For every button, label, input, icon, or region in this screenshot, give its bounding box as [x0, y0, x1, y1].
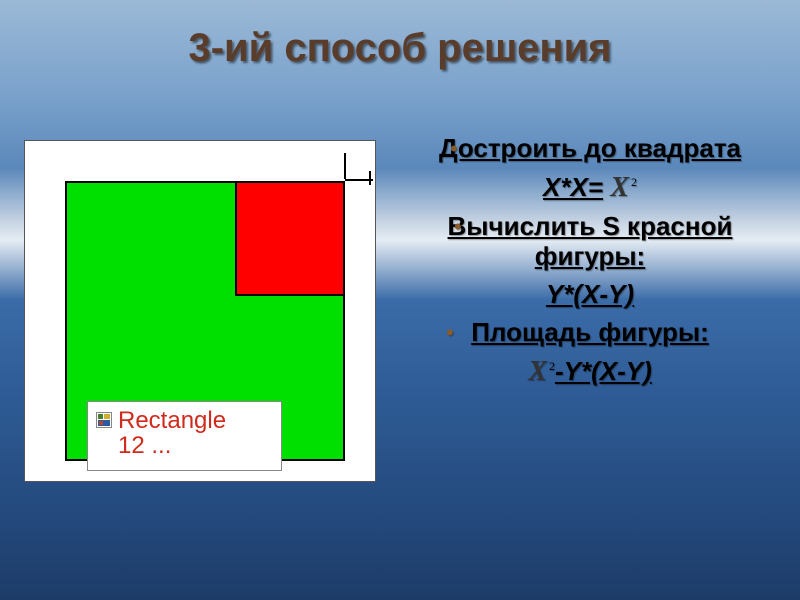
axis-tick-vertical — [344, 153, 346, 179]
placeholder-line2: 12 ... — [118, 432, 171, 459]
bullet-item-1: • Достроить до квадрата — [400, 134, 780, 164]
ole-object-icon — [96, 412, 112, 428]
red-square — [235, 181, 345, 296]
content-list: • Достроить до квадрата X*X= X2 • Вычисл… — [400, 130, 780, 396]
figure-panel: Rectangle 12 ... — [24, 140, 376, 482]
placeholder-text: Rectangle 12 ... — [118, 408, 226, 458]
math-x: X — [528, 356, 547, 387]
math-exp: 2 — [631, 175, 637, 189]
slide-title: 3-ий способ решения — [0, 26, 800, 71]
axis-tick-notch — [369, 171, 371, 185]
bullet-text: Площадь фигуры: — [471, 317, 709, 347]
ole-placeholder: Rectangle 12 ... — [87, 401, 282, 471]
bullet-item-2: • Вычислить S красной фигуры: — [400, 212, 780, 272]
placeholder-line1: Rectangle — [118, 407, 226, 434]
formula-2: Y*(X-Y) — [400, 280, 780, 310]
bullet-dot-icon: • — [454, 214, 462, 239]
bullet-dot-icon: • — [446, 320, 454, 345]
formula-suffix: -Y*(X-Y) — [555, 356, 652, 386]
formula-text: Y*(X-Y) — [546, 279, 634, 309]
formula-3: X2-Y*(X-Y) — [400, 356, 780, 388]
bullet-item-3: • Площадь фигуры: — [400, 318, 780, 348]
slide: 3-ий способ решения Rectangle 12 ... — [0, 0, 800, 600]
formula-1: X*X= X2 — [400, 172, 780, 204]
bullet-text: Вычислить S красной фигуры: — [448, 211, 733, 271]
bullet-dot-icon: • — [450, 136, 458, 161]
bullet-text: Достроить до квадрата — [439, 133, 741, 163]
formula-prefix: X*X= — [543, 172, 603, 202]
math-x: X — [610, 172, 629, 203]
